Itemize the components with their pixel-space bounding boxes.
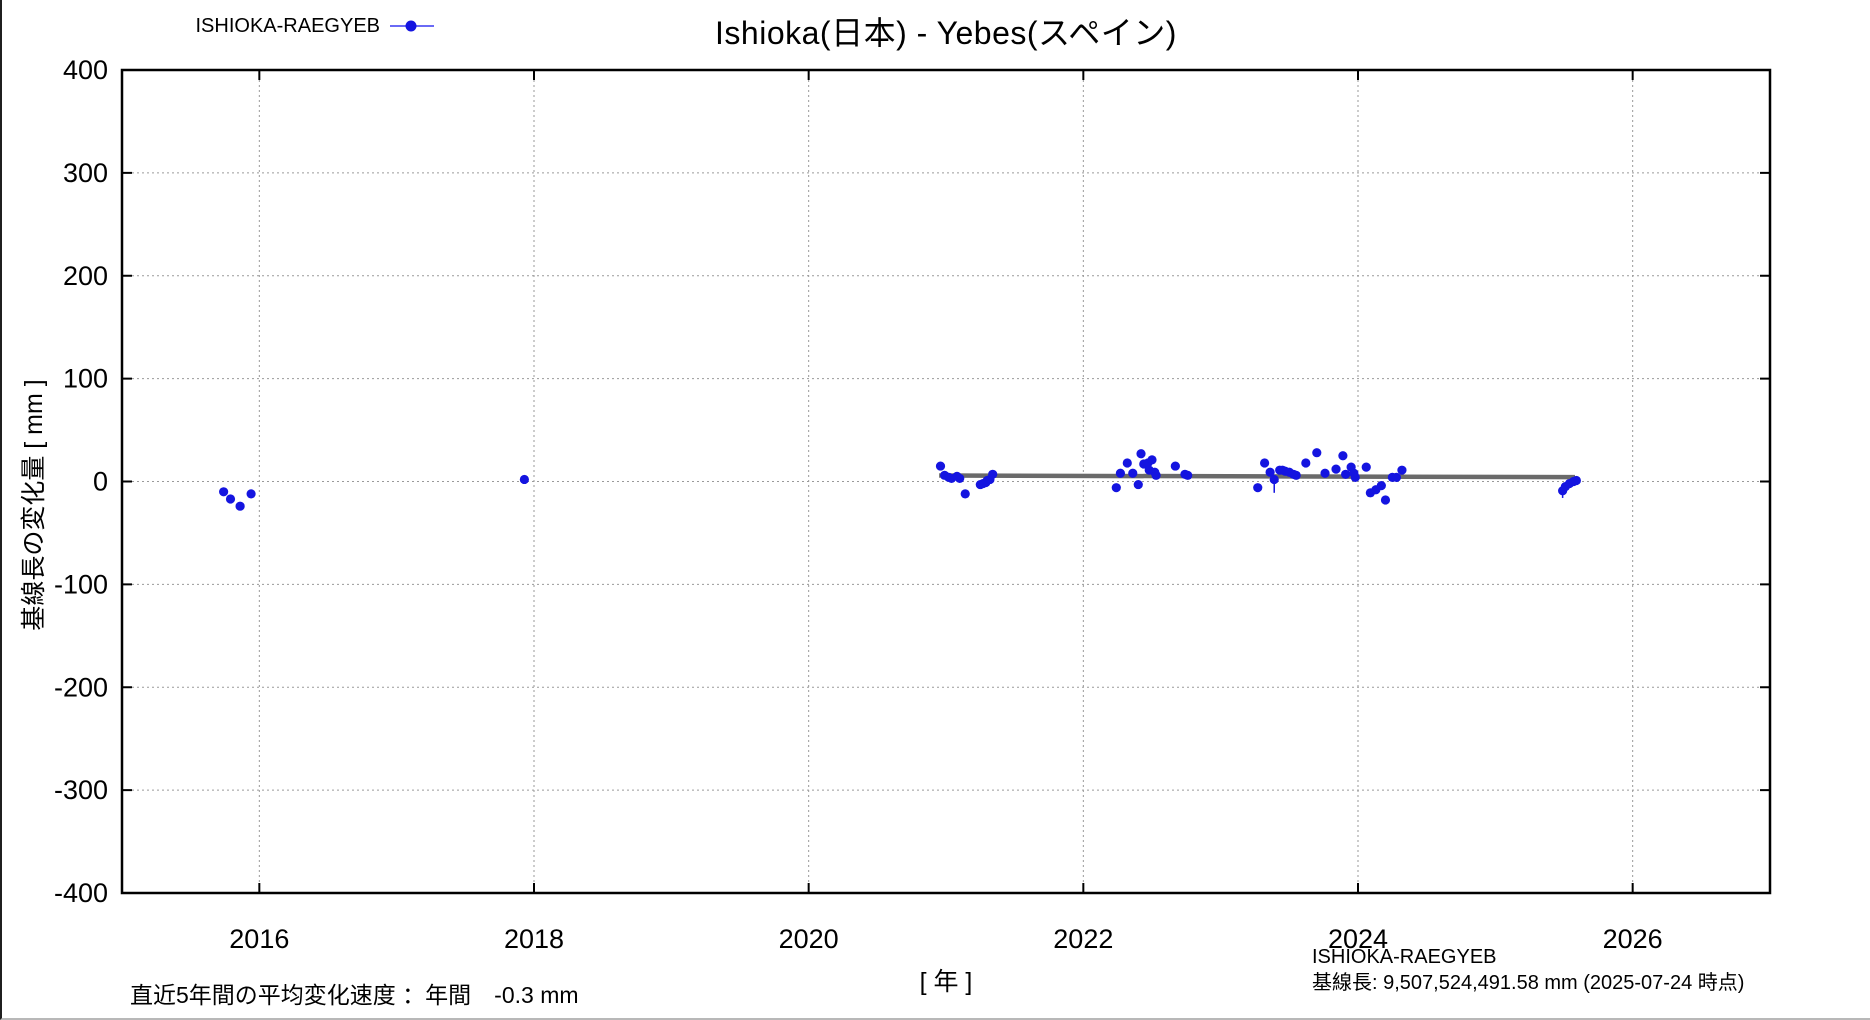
data-point <box>1320 468 1330 478</box>
tick-labels: 2016 2018 2020 2022 2024 2026 -400 -300 -200 -100… <box>54 55 1663 954</box>
data-point <box>1380 495 1391 505</box>
x-tick-label: 2018 <box>504 924 564 954</box>
data-point <box>1571 475 1581 486</box>
data-point <box>1361 462 1371 472</box>
data-point <box>1291 470 1301 480</box>
y-tick-label: 300 <box>63 158 108 188</box>
x-tick-label: 2024 <box>1328 924 1388 954</box>
y-tick-label: -200 <box>54 672 108 702</box>
chart-title: Ishioka(日本) - Yebes(スペイン) <box>715 15 1177 51</box>
data-point <box>1183 470 1193 480</box>
data-point <box>1350 472 1360 482</box>
x-tick-label: 2026 <box>1603 924 1663 954</box>
data-point <box>1253 483 1263 493</box>
data-points <box>219 448 1581 511</box>
y-axis-label: 基線長の変化量 [ mm ] <box>20 379 48 630</box>
data-point <box>519 474 529 485</box>
trend-line <box>939 473 1575 480</box>
baseline-pair-name: ISHIOKA-RAEGYEB <box>1312 946 1497 968</box>
data-point <box>935 461 946 471</box>
data-point <box>1115 468 1126 478</box>
data-point <box>1151 470 1161 480</box>
grid-lines <box>122 70 1770 893</box>
y-tick-label: 200 <box>63 261 108 291</box>
data-point <box>955 473 965 484</box>
legend-line-point-icon <box>390 20 434 32</box>
y-tick-label: -300 <box>54 775 108 805</box>
x-axis-label: [ 年 ] <box>920 968 973 996</box>
y-tick-label: 100 <box>63 364 108 394</box>
data-point <box>1397 465 1407 475</box>
data-point <box>1122 458 1132 468</box>
data-point <box>1111 483 1121 493</box>
y-tick-label: -400 <box>54 878 108 908</box>
data-point <box>1136 449 1146 459</box>
data-point <box>1147 455 1157 465</box>
data-point <box>1133 479 1143 490</box>
data-point <box>1338 451 1348 461</box>
data-point <box>1128 468 1138 478</box>
data-point <box>1170 461 1180 471</box>
y-tick-label: -100 <box>54 569 108 599</box>
data-point <box>988 469 998 479</box>
data-point <box>1301 458 1311 468</box>
data-point <box>246 489 256 499</box>
data-point <box>235 501 245 511</box>
data-point <box>225 494 236 504</box>
x-tick-label: 2020 <box>779 924 839 954</box>
baseline-length-text: 基線長: 9,507,524,491.58 mm (2025-07-24 時点) <box>1312 972 1745 994</box>
data-point <box>1341 469 1351 479</box>
data-point <box>1265 467 1275 477</box>
data-point <box>1260 458 1270 468</box>
data-point <box>960 489 970 499</box>
y-tick-label: 400 <box>63 55 108 85</box>
data-point <box>1331 464 1341 474</box>
data-point <box>1269 474 1279 485</box>
data-point <box>1376 481 1386 491</box>
data-point <box>1391 472 1402 482</box>
x-tick-label: 2022 <box>1053 924 1113 954</box>
plot-border <box>120 68 1772 895</box>
legend-series-label: ISHIOKA-RAEGYEB <box>195 14 381 37</box>
y-tick-label: 0 <box>93 467 108 497</box>
legend: ISHIOKA-RAEGYEB <box>152 13 435 39</box>
x-tick-label: 2016 <box>229 924 289 954</box>
rate-annotation: 直近5年間の平均変化速度 ：年間 -0.3 mm <box>130 982 579 1008</box>
data-point <box>219 487 229 497</box>
data-point <box>1312 448 1322 458</box>
baseline-annotation: ISHIOKA-RAEGYEB 基線長: 9,507,524,491.58 mm… <box>1312 944 1744 996</box>
